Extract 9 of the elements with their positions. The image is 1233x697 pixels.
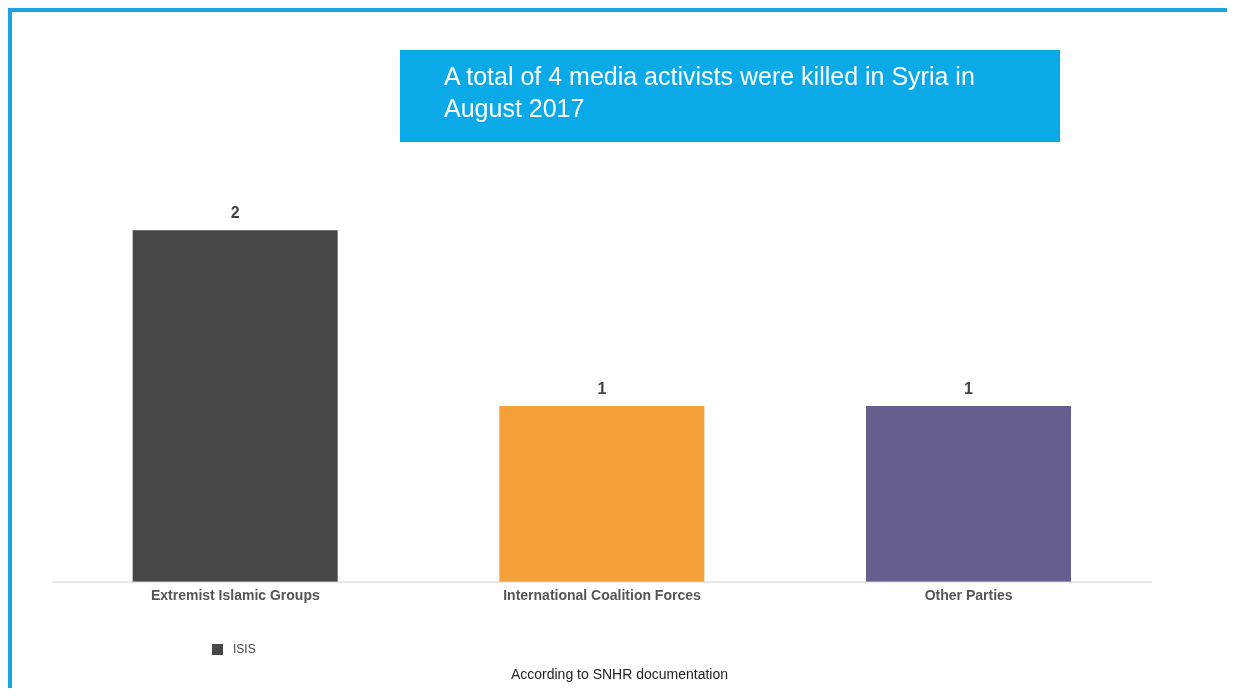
legend-label: ISIS [232,642,256,656]
data-label: 1 [597,380,607,398]
x-tick-label: Extremist Islamic Groups [150,586,320,603]
x-tick-label: Other Parties [924,586,1013,603]
text: According to SNHR documentation [509,666,730,682]
x-tick-label: International Coalition Forces [503,586,701,603]
data-label: 1 [964,380,974,398]
chart-title: A total of 4 media activists were killed in Syria in August 2017 [444,61,976,124]
data-label: 2 [230,204,240,222]
